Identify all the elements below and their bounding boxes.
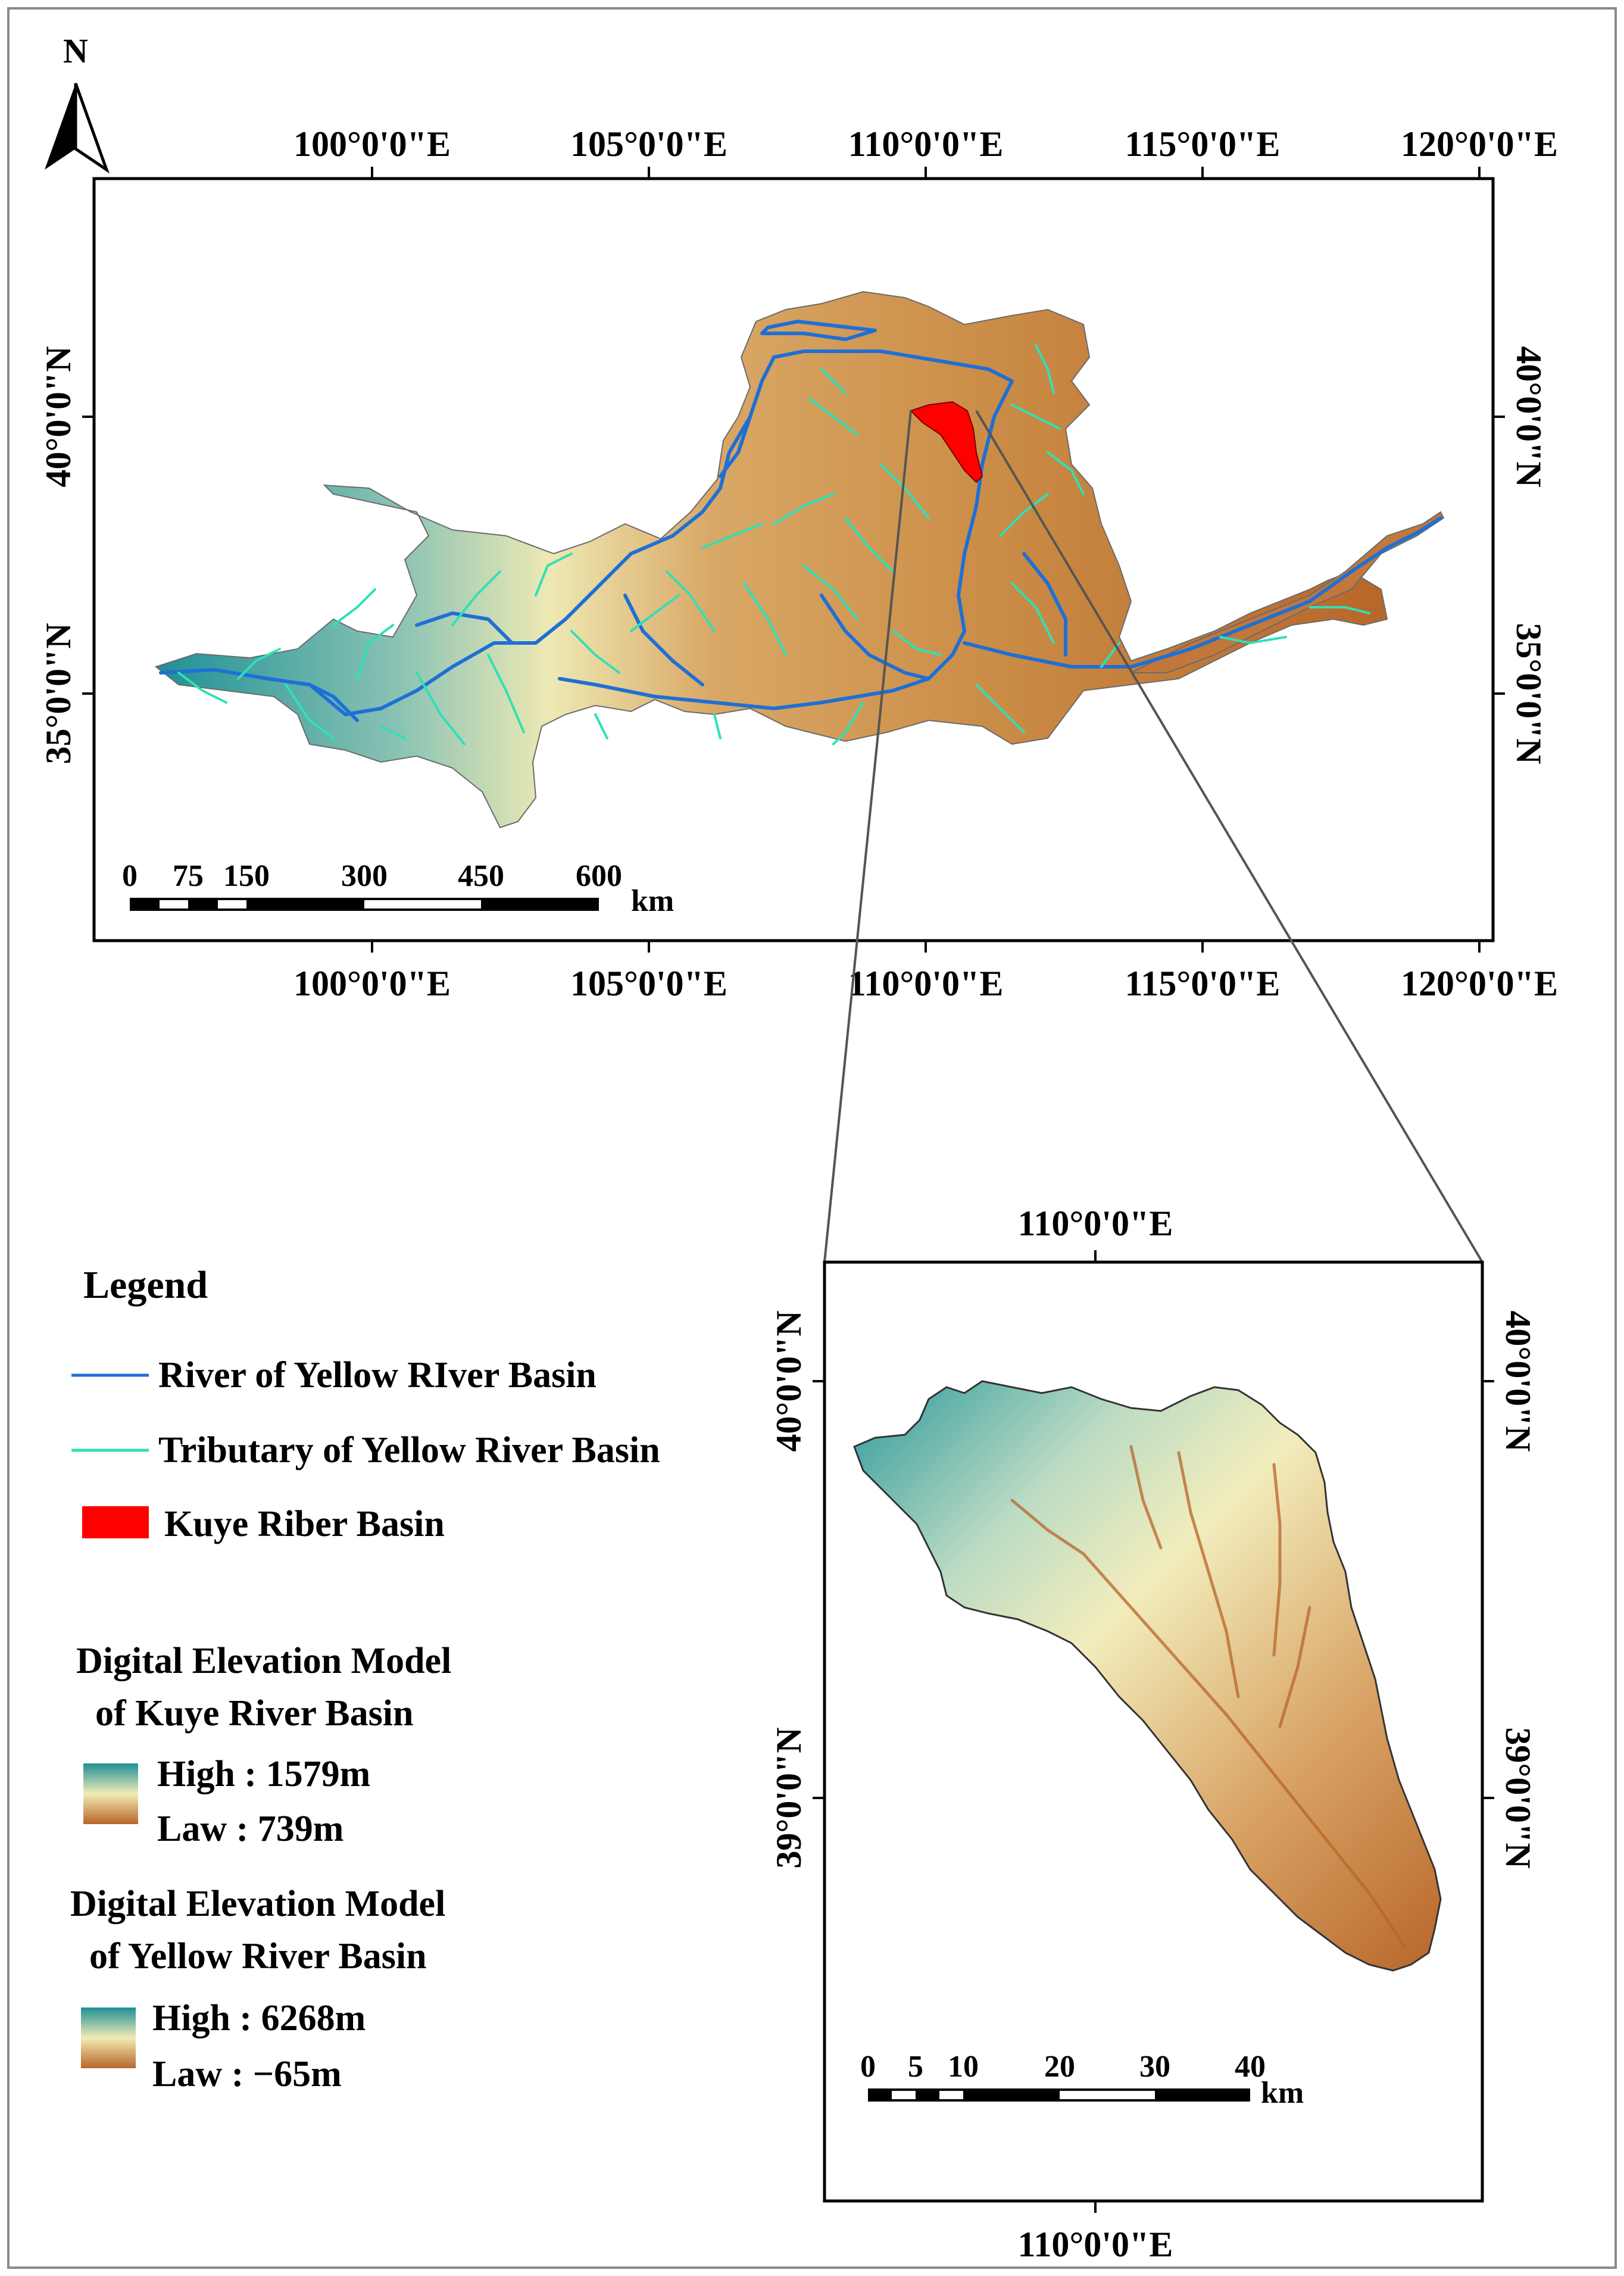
dem-yellow-title-1: Digital Elevation Model <box>70 1884 445 1924</box>
lower-reach-dem <box>1130 511 1445 673</box>
north-arrow: N <box>45 32 110 174</box>
inset-left-lat-2: 39°0'0"N <box>769 1727 808 1868</box>
main-top-lon-4: 115°0'0"E <box>1125 124 1281 164</box>
main-scale-tick-75: 75 <box>173 859 204 893</box>
main-scale-unit: km <box>631 884 674 918</box>
dem-kuye-low: Law : 739m <box>157 1809 343 1849</box>
main-scale-tick-600: 600 <box>576 859 622 893</box>
inset-bottom-lon: 110°0'0"E <box>1018 2225 1173 2264</box>
north-arrow-right-icon <box>74 83 110 174</box>
legend: Legend River of Yellow RIver Basin Tribu… <box>70 1263 660 2094</box>
legend-tributary-label: Tributary of Yellow River Basin <box>158 1430 660 1470</box>
main-scale-tick-450: 450 <box>458 859 504 893</box>
dem-yellow-ramp <box>81 2007 136 2068</box>
main-scale-tick-150: 150 <box>223 859 270 893</box>
main-left-lat-2: 35°0'0"N <box>39 623 78 764</box>
main-scale-tick-300: 300 <box>341 859 388 893</box>
main-bottom-lon-3: 110°0'0"E <box>848 964 1004 1003</box>
legend-title: Legend <box>83 1263 208 1307</box>
dem-kuye-title-2: of Kuye River Basin <box>95 1693 413 1734</box>
inset-scale-tick-5: 5 <box>908 2050 923 2084</box>
inset-right-lat-2: 39°0'0"N <box>1498 1727 1538 1868</box>
inset-scale-bar: 0 5 10 20 30 40 km <box>860 2050 1304 2110</box>
main-right-lat-2: 35°0'0"N <box>1509 623 1548 764</box>
main-top-lon-2: 105°0'0"E <box>570 124 727 164</box>
dem-yellow-high: High : 6268m <box>152 1998 366 2038</box>
main-bottom-lon-1: 100°0'0"E <box>293 964 451 1003</box>
inset-scale-tick-40: 40 <box>1235 2050 1266 2084</box>
inset-scale-tick-10: 10 <box>948 2050 979 2084</box>
legend-river-label: River of Yellow RIver Basin <box>158 1355 596 1395</box>
main-rivers <box>159 320 1442 722</box>
north-label: N <box>63 32 88 70</box>
main-map-frame <box>92 177 1495 942</box>
dem-kuye-ramp <box>83 1763 138 1824</box>
main-left-lat-1: 40°0'0"N <box>39 346 78 487</box>
north-arrow-left-icon <box>45 83 76 170</box>
inset-scale-unit: km <box>1261 2076 1304 2110</box>
main-scale-tick-0: 0 <box>122 859 138 893</box>
dem-kuye-high: High : 1579m <box>157 1754 370 1794</box>
inset-right-lat-1: 40°0'0"N <box>1498 1310 1538 1451</box>
kuye-drainage <box>1010 1445 1407 1949</box>
main-right-lat-1: 40°0'0"N <box>1509 346 1548 487</box>
inset-connectors <box>823 410 1484 1263</box>
inset-map: 110°0'0"E 110°0'0"E 40°0'0"N 39°0'0"N 40… <box>769 1204 1538 2264</box>
main-top-ticks <box>82 167 1505 953</box>
dem-yellow-low: Law : −65m <box>152 2054 342 2094</box>
dem-kuye-title-1: Digital Elevation Model <box>76 1641 451 1681</box>
legend-kuye-swatch <box>82 1506 149 1538</box>
kuye-basin-dem <box>853 1380 1442 1972</box>
inset-scale-tick-30: 30 <box>1139 2050 1170 2084</box>
inset-top-lon: 110°0'0"E <box>1018 1204 1173 1243</box>
kuye-basin-main <box>910 401 983 483</box>
main-bottom-lon-5: 120°0'0"E <box>1401 964 1558 1003</box>
yellow-river-basin-dem <box>154 291 1388 829</box>
legend-kuye-label: Kuye Riber Basin <box>164 1504 445 1544</box>
main-bottom-lon-4: 115°0'0"E <box>1125 964 1281 1003</box>
main-bottom-lon-2: 105°0'0"E <box>570 964 727 1003</box>
dem-yellow-title-2: of Yellow River Basin <box>89 1936 427 1977</box>
main-top-lon-3: 110°0'0"E <box>848 124 1004 164</box>
main-scale-bar: 0 75 150 300 450 600 km <box>122 859 674 918</box>
main-top-lon-5: 120°0'0"E <box>1401 124 1558 164</box>
main-map: 100°0'0"E 105°0'0"E 110°0'0"E 115°0'0"E … <box>39 124 1558 1003</box>
outer-frame <box>7 7 1617 2269</box>
inset-scale-tick-0: 0 <box>860 2050 876 2084</box>
inset-scale-tick-20: 20 <box>1044 2050 1075 2084</box>
inset-left-lat-1: 40°0'0"N <box>769 1310 808 1451</box>
main-top-lon-1: 100°0'0"E <box>293 124 451 164</box>
